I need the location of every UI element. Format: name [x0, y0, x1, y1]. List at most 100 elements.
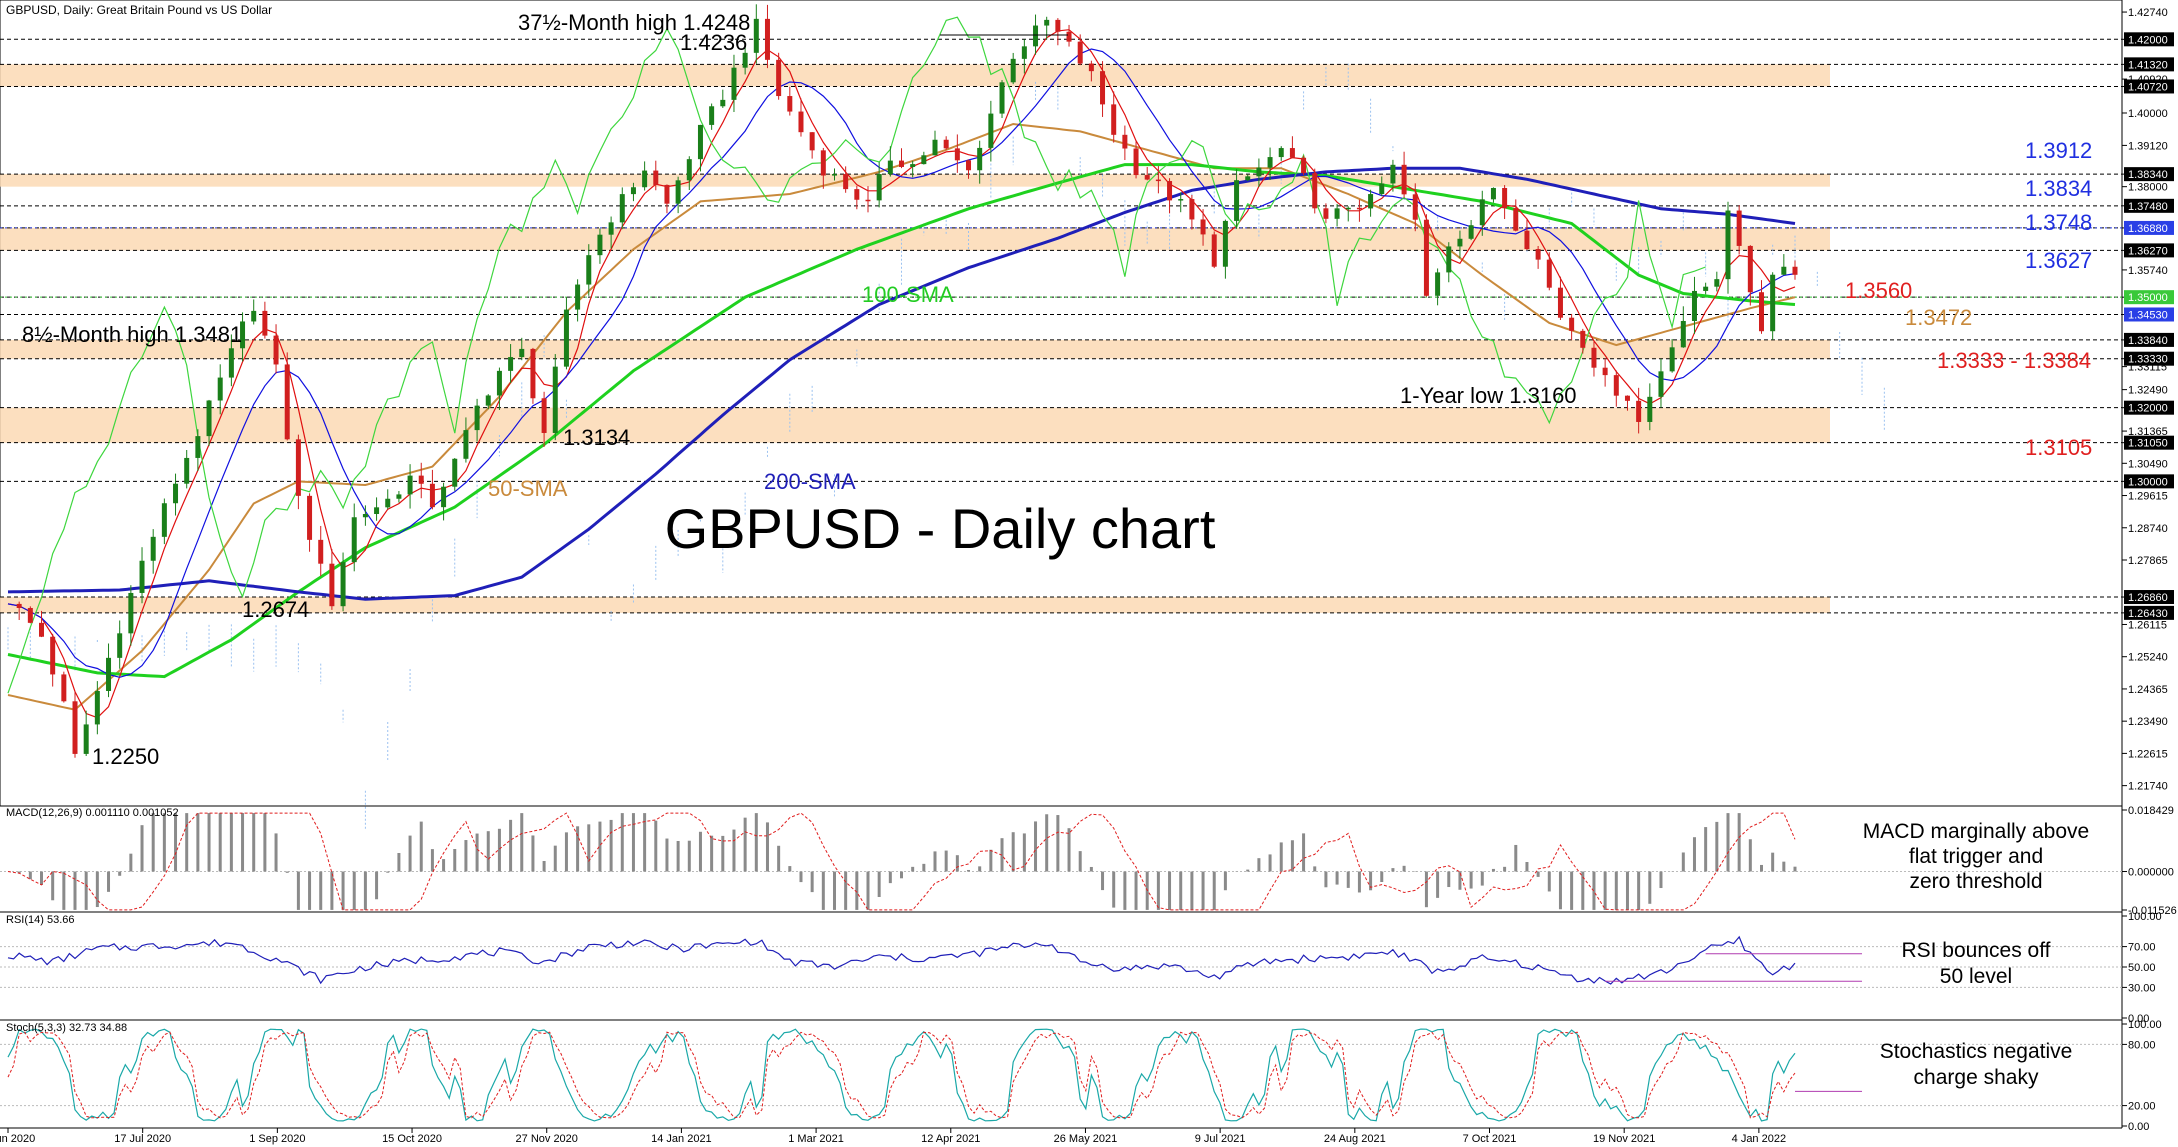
candle: [452, 458, 458, 491]
candle-body: [340, 562, 346, 607]
rsi-comment-2: 50 level: [1940, 965, 2012, 988]
candle: [1234, 169, 1240, 229]
candle-body: [1524, 230, 1530, 250]
candle: [39, 610, 45, 638]
candle-body: [429, 483, 435, 508]
candle-body: [318, 539, 324, 564]
candle: [1781, 254, 1787, 276]
candle: [251, 299, 257, 325]
date-label: 19 Nov 2021: [1593, 1133, 1655, 1145]
panel-tick-label: 30.00: [2128, 982, 2156, 994]
candle: [83, 710, 89, 757]
candle-body: [474, 405, 480, 431]
candle-body: [1167, 181, 1173, 201]
candle-body: [508, 357, 514, 371]
candle: [1189, 194, 1195, 230]
candle: [876, 162, 882, 208]
candle-body: [1781, 266, 1787, 275]
candle: [240, 312, 246, 362]
candle-body: [608, 222, 614, 235]
candle: [1423, 214, 1429, 297]
candle-body: [1502, 187, 1508, 209]
candle-body: [1457, 238, 1463, 247]
candle: [1580, 328, 1586, 354]
rsi-panel: 100.00 70.00 50.00 30.00 0.00: [0, 911, 2162, 1025]
candle-body: [117, 633, 123, 658]
panel-tick-label: 0.018429: [2128, 805, 2174, 817]
candle-body: [1792, 266, 1798, 275]
price-tag-bg: [2124, 400, 2174, 415]
candle: [150, 529, 156, 574]
price-tag-label: 1.42000: [2128, 34, 2168, 46]
candle: [642, 161, 648, 191]
price-axis-label: 1.25240: [2128, 652, 2168, 664]
candle: [943, 136, 949, 150]
candle-body: [619, 194, 625, 223]
candle: [407, 464, 413, 509]
date-axis: 3 Jun 2020 17 Jul 2020 1 Sep 2020 15 Oct 20…: [0, 1128, 1786, 1145]
candle: [1245, 174, 1251, 182]
price-axis-label: 1.29615: [2128, 491, 2168, 503]
candles-layer: [16, 4, 1798, 758]
candle-body: [161, 503, 167, 537]
candle-body: [1111, 104, 1117, 135]
candle-body: [284, 364, 290, 440]
stoch-label: Stoch(5,3,3) 32.73 34.88: [6, 1022, 127, 1034]
candle-body: [27, 607, 33, 623]
candle-body: [1747, 245, 1753, 293]
candle: [318, 525, 324, 577]
candle: [1703, 282, 1709, 295]
price-axis-label: 1.28740: [2128, 523, 2168, 535]
price-tag-bg: [2124, 79, 2174, 94]
candle: [764, 4, 770, 69]
candle-body: [485, 395, 491, 406]
candle-body: [675, 180, 681, 204]
candle-body: [1122, 134, 1128, 149]
candle: [1401, 151, 1407, 198]
candle-body: [273, 335, 279, 365]
price-tag-bg: [2124, 198, 2174, 213]
candle-body: [463, 430, 469, 459]
candle: [809, 132, 815, 159]
panel-comments: MACD marginally above flat trigger and z…: [1863, 820, 2089, 1089]
candle: [1155, 166, 1161, 194]
price-tag-bg: [2124, 32, 2174, 47]
candle-body: [1569, 317, 1575, 331]
level-13748: 1.3748: [2025, 210, 2092, 235]
candle: [1736, 205, 1742, 255]
candle: [910, 160, 916, 178]
rsi-line: [7, 935, 1796, 985]
candle-body: [251, 310, 257, 322]
ann-1yr-low: 1-Year low 1.3160: [1400, 383, 1577, 408]
candle: [1368, 189, 1374, 217]
macd-panel: 0.018429 0.000000 -0.011526: [0, 805, 2177, 917]
candle-body: [362, 514, 368, 518]
candle-body: [184, 457, 190, 484]
candle-body: [731, 67, 737, 100]
candle: [94, 681, 100, 735]
ichimoku-cloud-layer: [7, 63, 1885, 831]
date-label: 26 May 2021: [1054, 1133, 1118, 1145]
candle: [831, 168, 837, 181]
candle-body: [1435, 272, 1441, 296]
candle-body: [72, 701, 78, 754]
candle-body: [83, 724, 89, 754]
candle: [173, 473, 179, 516]
candle: [1569, 313, 1575, 341]
candle-body: [563, 309, 569, 367]
candle: [1111, 91, 1117, 143]
candle-body: [899, 160, 904, 167]
date-label: 14 Jan 2021: [651, 1133, 712, 1145]
candle: [128, 585, 134, 646]
price-tag-bg: [2124, 167, 2174, 182]
candle: [463, 417, 469, 463]
candle-body: [664, 184, 670, 204]
chikou-line: [7, 16, 1706, 694]
date-label: 1 Sep 2020: [249, 1133, 305, 1145]
candle: [1390, 159, 1396, 192]
candle: [1680, 306, 1686, 348]
candle-body: [1513, 208, 1519, 231]
candle-body: [1055, 19, 1061, 32]
candle: [1636, 387, 1642, 434]
